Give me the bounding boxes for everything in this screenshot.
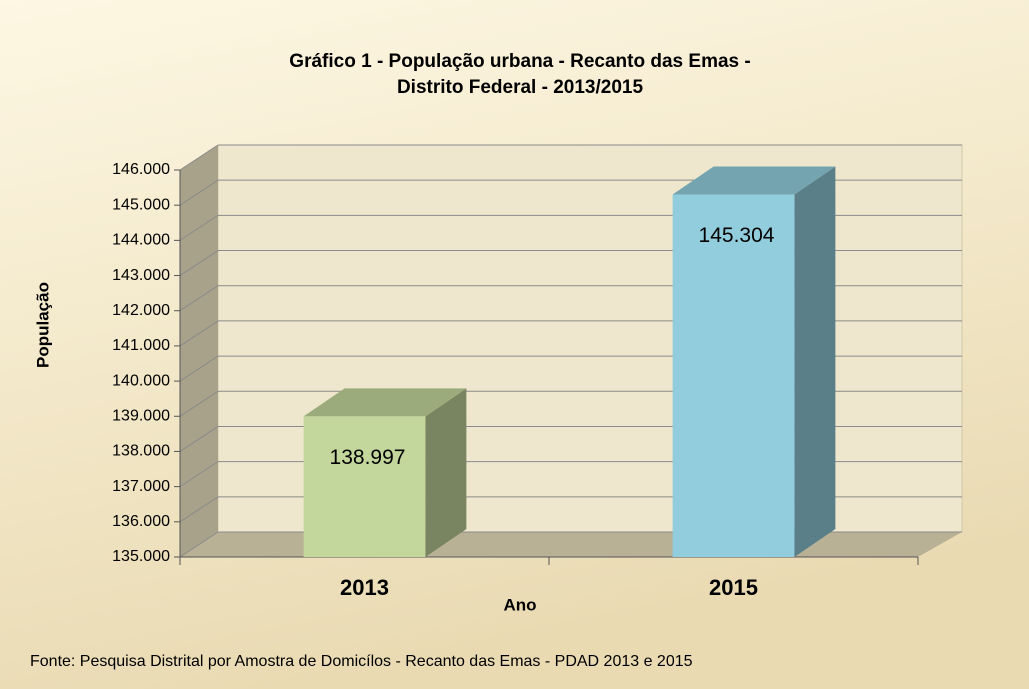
grid-line <box>179 179 219 206</box>
value-label: 145.304 <box>699 224 775 247</box>
y-tick-label: 135.000 <box>112 548 170 565</box>
y-tick-label: 136.000 <box>112 513 170 530</box>
grid-line <box>179 461 219 488</box>
y-tick-label: 143.000 <box>112 267 170 284</box>
bar-top <box>672 166 836 195</box>
grid-line <box>179 250 219 276</box>
y-tick-label: 137.000 <box>112 478 170 495</box>
grid-line <box>179 144 219 171</box>
bar-side <box>425 388 467 557</box>
grid-line <box>179 320 219 347</box>
bar-side <box>794 166 836 557</box>
x-tick-label: 2015 <box>709 575 758 600</box>
floor <box>180 532 962 557</box>
y-tick-label: 142.000 <box>112 302 170 319</box>
y-tick-label: 144.000 <box>112 232 170 249</box>
chart-title: Gráfico 1 - População urbana - Recanto d… <box>289 51 750 72</box>
y-tick-label: 140.000 <box>112 372 170 389</box>
side-wall <box>180 145 218 557</box>
y-tick-label: 145.000 <box>112 196 170 213</box>
y-tick-label: 141.000 <box>112 337 170 354</box>
grid-line <box>179 214 219 241</box>
y-tick-label: 138.000 <box>112 443 170 460</box>
y-tick-label: 139.000 <box>112 407 170 424</box>
y-axis-label: População <box>33 282 52 368</box>
y-tick-label: 146.000 <box>112 161 170 178</box>
bar <box>303 416 426 557</box>
source-note: Fonte: Pesquisa Distrital por Amostra de… <box>30 653 693 670</box>
grid-line <box>179 390 219 417</box>
grid-line <box>179 355 219 382</box>
grid-line <box>179 531 219 558</box>
bar <box>672 194 795 557</box>
grid-line <box>179 496 219 523</box>
grid-line <box>179 285 219 312</box>
value-label: 138.997 <box>330 446 406 469</box>
chart-title: Distrito Federal - 2013/2015 <box>397 77 643 98</box>
x-axis-label: Ano <box>503 595 536 614</box>
bar-top <box>303 388 467 417</box>
x-tick-label: 2013 <box>340 575 389 600</box>
grid-line <box>179 426 219 452</box>
